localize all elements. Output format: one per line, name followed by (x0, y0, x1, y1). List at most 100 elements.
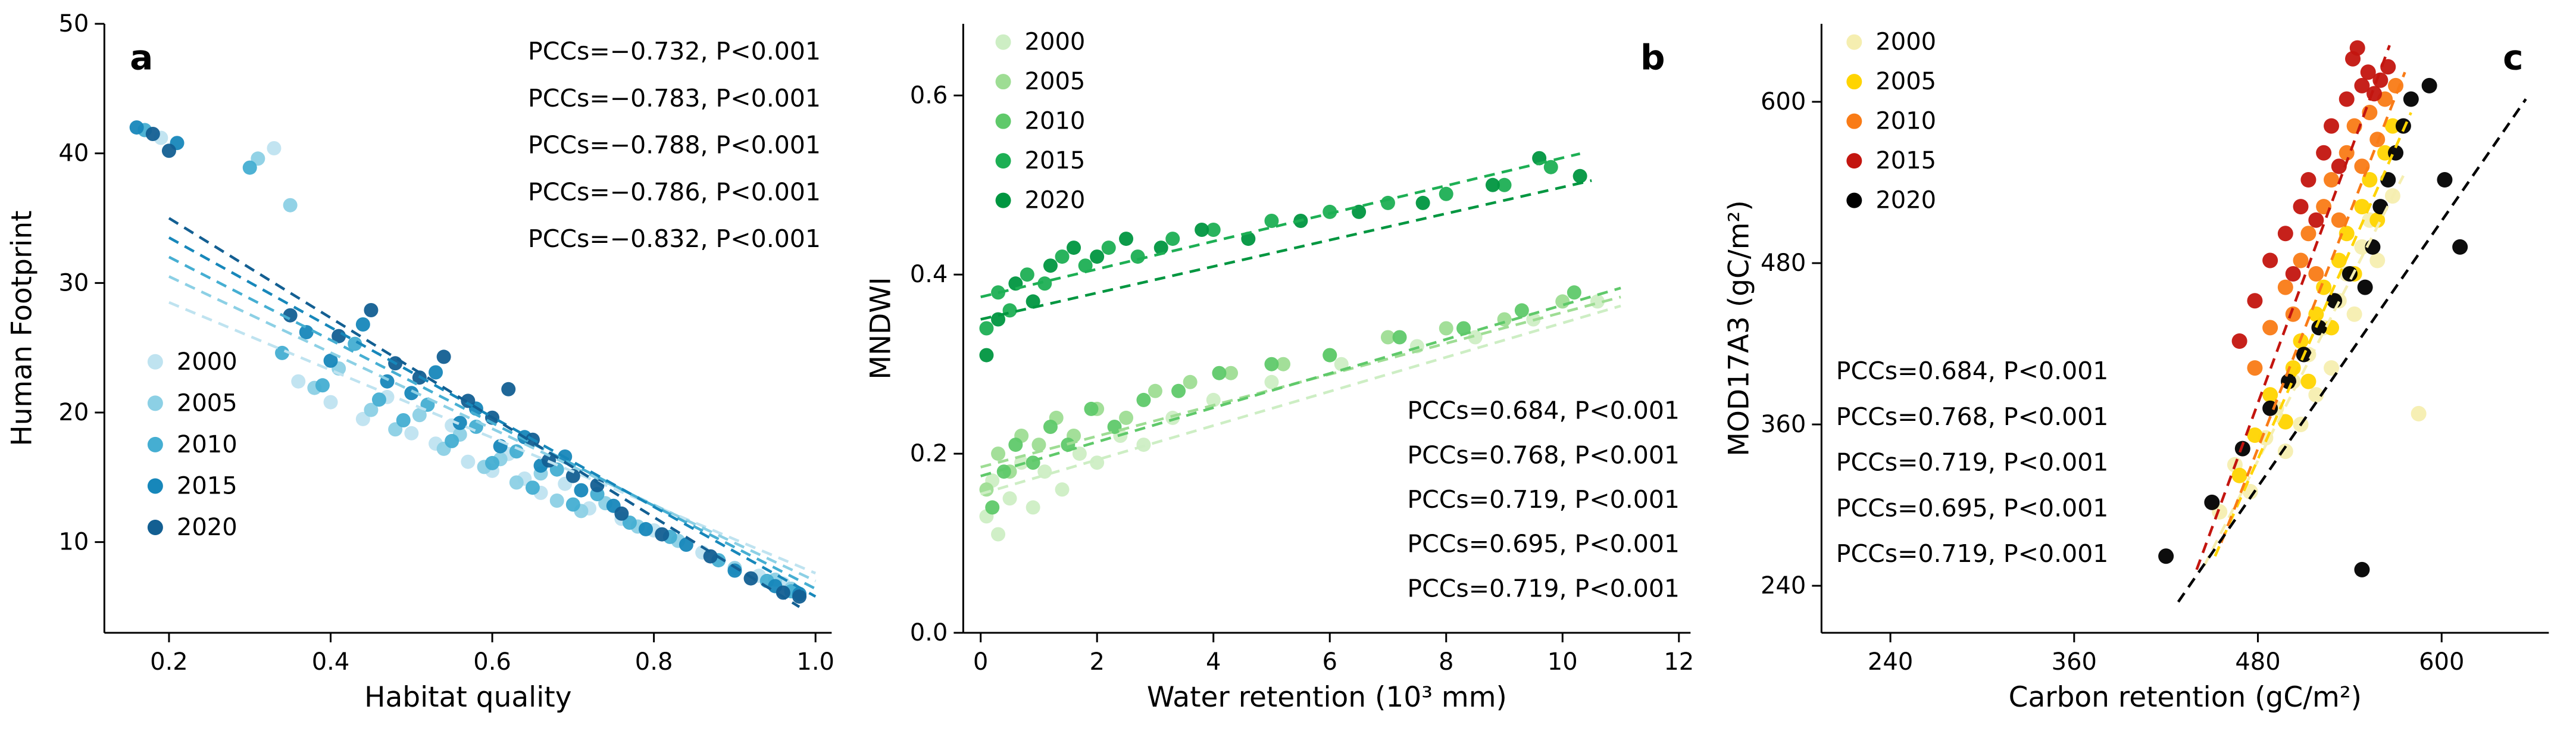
legend-marker-2020 (995, 192, 1011, 208)
data-point-2020 (1153, 240, 1168, 255)
data-point-2015 (2300, 172, 2316, 188)
data-point-2020 (1089, 249, 1104, 264)
legend-label-2015: 2015 (1876, 147, 1937, 174)
data-point-2015 (452, 416, 467, 430)
trend-line-2000 (168, 301, 817, 574)
data-point-2015 (639, 521, 654, 536)
data-point-2015 (1380, 195, 1395, 210)
legend-marker-2000 (147, 354, 163, 370)
data-point-2000 (461, 454, 476, 469)
data-point-2015 (574, 483, 589, 498)
data-point-2010 (1008, 438, 1023, 452)
legend-marker-2005 (1846, 74, 1862, 90)
data-point-2020 (1118, 232, 1133, 246)
x-tick-label: 0.4 (312, 648, 350, 676)
trend-line-2020 (168, 217, 801, 608)
data-point-2020 (501, 382, 516, 396)
pcc-annotation: PCCs=0.768, P<0.001 (1836, 402, 2109, 431)
data-point-2010 (2324, 172, 2340, 188)
data-point-2020 (590, 477, 605, 492)
trend-line-2000 (980, 304, 1621, 495)
data-point-2005 (1380, 330, 1395, 345)
y-tick-label: 40 (58, 140, 89, 167)
data-point-2005 (2369, 212, 2386, 228)
data-point-2020 (161, 143, 176, 158)
trend-line-2005 (168, 275, 817, 582)
legend-label-2005: 2005 (1024, 68, 1085, 95)
data-point-2000 (1264, 374, 1279, 389)
data-point-2005 (2354, 199, 2370, 215)
data-point-2000 (2324, 360, 2340, 376)
y-tick-label: 360 (1761, 411, 1806, 438)
legend-marker-2005 (995, 74, 1011, 90)
pcc-annotation: PCCs=−0.788, P<0.001 (528, 131, 821, 160)
legend-label-2010: 2010 (1024, 108, 1085, 135)
data-point-2005 (2247, 427, 2263, 443)
data-point-2010 (1212, 366, 1227, 380)
data-point-2005 (2262, 387, 2278, 403)
y-tick-label: 30 (58, 269, 89, 296)
data-point-2000 (1468, 330, 1483, 345)
data-point-2000 (1055, 482, 1070, 497)
legend-label-2005: 2005 (177, 389, 237, 417)
data-point-2010 (2308, 266, 2324, 282)
x-tick-label: 240 (1868, 648, 1913, 676)
trend-line-2010 (980, 286, 1621, 477)
data-point-2010 (2247, 360, 2263, 376)
data-point-2010 (371, 392, 386, 407)
data-point-2000 (2308, 387, 2324, 403)
legend-marker-2015 (995, 153, 1011, 169)
data-point-2015 (323, 353, 338, 368)
legend-label-2020: 2020 (177, 514, 237, 541)
trend-line-2010 (2220, 71, 2406, 544)
data-point-2015 (404, 386, 419, 401)
legend-label-2010: 2010 (1876, 108, 1937, 135)
data-point-2015 (2262, 252, 2278, 268)
data-point-2010 (275, 345, 290, 360)
data-point-2005 (1031, 438, 1046, 452)
data-point-2020 (1026, 294, 1040, 309)
data-point-2010 (1171, 383, 1186, 398)
data-point-2020 (2421, 77, 2437, 93)
data-point-2010 (525, 480, 540, 495)
data-point-2020 (2357, 279, 2373, 295)
data-point-2005 (412, 408, 427, 423)
data-point-2015 (2324, 118, 2340, 134)
data-point-2020 (1415, 195, 1430, 210)
x-axis-label: Water retention (10³ mm) (1147, 681, 1507, 714)
data-point-2020 (1241, 232, 1256, 246)
y-tick-label: 240 (1761, 572, 1806, 599)
data-point-2000 (404, 426, 419, 441)
panel-b-chart: 0 2 4 6 8 10 12 0.0 0.2 0.4 0.6 Water retention (10… (864, 24, 1694, 714)
data-point-2020 (1573, 168, 1587, 183)
panel-c-chart: 240 360 480 600 240 360 480 600 Carbon retention… (1723, 24, 2549, 714)
legend-marker-2010 (995, 113, 1011, 129)
x-tick-label: 360 (2052, 648, 2097, 676)
data-point-2010 (2300, 226, 2316, 242)
x-tick-label: 2 (1089, 648, 1104, 676)
panel-letter: b (1640, 38, 1665, 78)
data-point-2015 (2293, 199, 2309, 215)
x-axis-label: Carbon retention (gC/m²) (2009, 681, 2362, 714)
data-point-2015 (2278, 226, 2294, 242)
data-point-2010 (1136, 392, 1151, 407)
data-point-2020 (145, 127, 160, 141)
data-point-2020 (1194, 223, 1209, 237)
x-tick-label: 10 (1547, 648, 1577, 676)
data-point-2015 (1165, 232, 1180, 246)
y-tick-label: 0.2 (909, 440, 948, 467)
data-point-2000 (2346, 306, 2362, 322)
data-point-2015 (1078, 258, 1093, 273)
data-point-2010 (2278, 279, 2294, 295)
data-point-2020 (1043, 258, 1058, 273)
data-point-2020 (614, 506, 629, 521)
data-point-2010 (445, 433, 459, 448)
data-point-2005 (364, 402, 379, 417)
data-point-2015 (1055, 249, 1070, 264)
data-point-2000 (1072, 446, 1087, 461)
data-point-2015 (2350, 40, 2366, 56)
data-point-2015 (2316, 145, 2332, 161)
data-point-2015 (2308, 212, 2324, 228)
panel-c: 240 360 480 600 240 360 480 600 Carbon retention… (1717, 0, 2576, 734)
data-point-2005 (2331, 252, 2347, 268)
